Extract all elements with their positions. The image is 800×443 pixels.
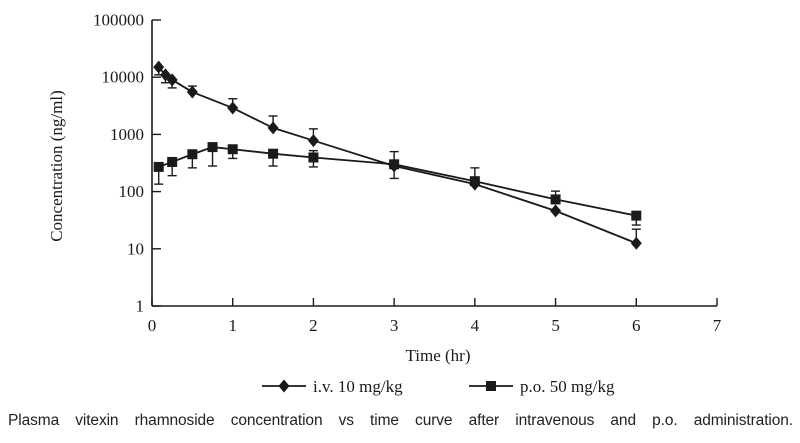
diamond-marker bbox=[630, 236, 642, 250]
square-marker bbox=[167, 156, 178, 167]
legend bbox=[262, 379, 513, 393]
y-tick-label: 1000 bbox=[110, 125, 144, 144]
square-marker bbox=[308, 152, 319, 163]
y-tick-label: 1 bbox=[136, 297, 145, 316]
y-axis-title: Concentration (ng/ml) bbox=[47, 90, 66, 242]
diamond-marker bbox=[186, 85, 198, 99]
x-tick-label: 3 bbox=[390, 316, 399, 335]
diamond-marker bbox=[278, 379, 290, 393]
diamond-marker bbox=[267, 121, 279, 135]
series-line bbox=[158, 146, 637, 217]
series-line bbox=[158, 66, 637, 245]
square-marker bbox=[486, 381, 496, 391]
diamond-marker bbox=[227, 101, 239, 115]
square-marker bbox=[207, 142, 218, 153]
figure-caption: Plasma vitexin rhamnoside concentration … bbox=[8, 412, 793, 429]
x-tick-label: 6 bbox=[632, 316, 641, 335]
square-marker bbox=[631, 210, 642, 221]
x-tick-label: 4 bbox=[471, 316, 480, 335]
x-tick-label: 5 bbox=[551, 316, 560, 335]
legend-label: i.v. 10 mg/kg bbox=[313, 377, 403, 396]
y-tick-label: 100000 bbox=[93, 11, 144, 30]
y-tick-label: 10000 bbox=[102, 68, 145, 87]
series-po bbox=[153, 142, 642, 226]
diamond-marker bbox=[550, 204, 562, 218]
x-tick-label: 0 bbox=[148, 316, 157, 335]
x-tick-label: 1 bbox=[228, 316, 237, 335]
legend-label: p.o. 50 mg/kg bbox=[520, 377, 615, 396]
x-axis-title: Time (hr) bbox=[405, 346, 470, 365]
axes bbox=[151, 19, 718, 307]
square-marker bbox=[389, 159, 400, 170]
y-tick-label: 10 bbox=[127, 239, 144, 258]
square-marker bbox=[227, 144, 238, 155]
x-tick-label: 2 bbox=[309, 316, 318, 335]
square-marker bbox=[550, 194, 561, 205]
square-marker bbox=[268, 148, 279, 159]
square-marker bbox=[187, 149, 198, 160]
diamond-marker bbox=[307, 134, 319, 148]
y-tick-label: 100 bbox=[119, 182, 145, 201]
square-marker bbox=[469, 176, 480, 187]
x-tick-label: 7 bbox=[713, 316, 722, 335]
series-iv bbox=[153, 60, 642, 250]
diamond-marker bbox=[153, 60, 165, 74]
square-marker bbox=[153, 161, 164, 172]
diamond-marker bbox=[166, 73, 178, 87]
